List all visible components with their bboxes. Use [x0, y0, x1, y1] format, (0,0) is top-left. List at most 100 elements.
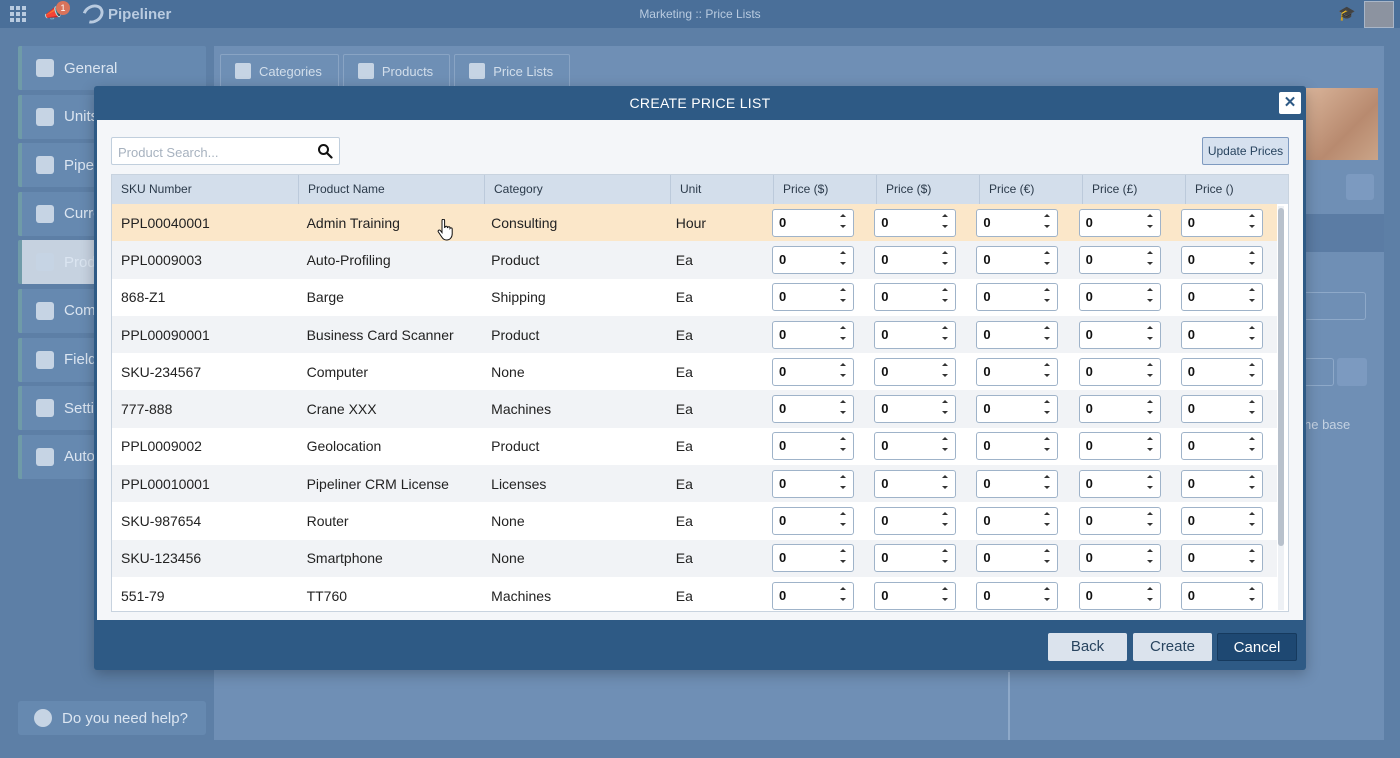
- price-stepper[interactable]: 0: [1078, 357, 1161, 386]
- price-stepper[interactable]: 0: [976, 208, 1059, 237]
- price-stepper[interactable]: 0: [771, 245, 854, 274]
- chevron-down-icon[interactable]: [1146, 373, 1153, 377]
- chevron-up-icon[interactable]: [1248, 512, 1255, 516]
- chevron-down-icon[interactable]: [1146, 485, 1153, 489]
- chevron-up-icon[interactable]: [942, 288, 949, 292]
- price-stepper[interactable]: 0: [976, 245, 1059, 274]
- chevron-up-icon[interactable]: [1146, 213, 1153, 217]
- sidebar-item-general[interactable]: General: [18, 46, 206, 90]
- chevron-up-icon[interactable]: [1146, 250, 1153, 254]
- apps-grid-icon[interactable]: [10, 6, 26, 22]
- chevron-down-icon[interactable]: [839, 523, 846, 527]
- chevron-down-icon[interactable]: [1248, 560, 1255, 564]
- chevron-down-icon[interactable]: [1146, 299, 1153, 303]
- chevron-up-icon[interactable]: [1044, 474, 1051, 478]
- chevron-down-icon[interactable]: [839, 448, 846, 452]
- table-row[interactable]: SKU-123456 Smartphone None Ea 0 0 0 0 0: [112, 539, 1277, 577]
- stepper-arrows-icon[interactable]: [941, 549, 949, 567]
- price-stepper[interactable]: 0: [771, 357, 854, 386]
- create-button[interactable]: Create: [1133, 633, 1212, 661]
- chevron-down-icon[interactable]: [1248, 224, 1255, 228]
- avatar[interactable]: [1364, 1, 1394, 28]
- close-icon[interactable]: ✕: [1279, 92, 1301, 114]
- chevron-down-icon[interactable]: [839, 373, 846, 377]
- stepper-arrows-icon[interactable]: [1248, 437, 1256, 455]
- column-header[interactable]: Unit: [671, 175, 774, 204]
- column-header[interactable]: Price ($): [877, 175, 980, 204]
- chevron-down-icon[interactable]: [942, 261, 949, 265]
- chevron-down-icon[interactable]: [1146, 224, 1153, 228]
- chevron-down-icon[interactable]: [1044, 373, 1051, 377]
- chevron-up-icon[interactable]: [1146, 400, 1153, 404]
- stepper-arrows-icon[interactable]: [1146, 250, 1154, 269]
- table-row[interactable]: PPL00090001 Business Card Scanner Product E…: [112, 315, 1277, 354]
- stepper-arrows-icon[interactable]: [839, 586, 847, 605]
- price-stepper[interactable]: 0: [1180, 208, 1263, 237]
- price-stepper[interactable]: 0: [1078, 581, 1161, 610]
- chevron-up-icon[interactable]: [1044, 288, 1051, 292]
- chevron-up-icon[interactable]: [1248, 437, 1255, 441]
- price-stepper[interactable]: 0: [1180, 283, 1263, 312]
- price-stepper[interactable]: 0: [1180, 581, 1263, 610]
- cancel-button[interactable]: Cancel: [1217, 633, 1297, 661]
- chevron-up-icon[interactable]: [1146, 325, 1153, 329]
- chevron-down-icon[interactable]: [839, 224, 846, 228]
- stepper-arrows-icon[interactable]: [839, 400, 847, 418]
- table-row[interactable]: PPL0009003 Auto-Profiling Product Ea 0 0 0 0 0: [112, 241, 1277, 279]
- chevron-down-icon[interactable]: [1146, 261, 1153, 265]
- chevron-up-icon[interactable]: [839, 400, 846, 404]
- stepper-arrows-icon[interactable]: [1248, 362, 1256, 381]
- stepper-arrows-icon[interactable]: [1146, 213, 1154, 232]
- chevron-up-icon[interactable]: [942, 512, 949, 516]
- chevron-up-icon[interactable]: [942, 400, 949, 404]
- chevron-down-icon[interactable]: [1044, 336, 1051, 340]
- price-stepper[interactable]: 0: [771, 432, 854, 461]
- chevron-up-icon[interactable]: [1248, 549, 1255, 553]
- chevron-down-icon[interactable]: [1044, 299, 1051, 303]
- price-stepper[interactable]: 0: [874, 395, 957, 424]
- stepper-arrows-icon[interactable]: [941, 437, 949, 455]
- tab-price-lists[interactable]: Price Lists: [454, 54, 571, 88]
- table-row[interactable]: PPL0009002 Geolocation Product Ea 0 0 0 0 0: [112, 427, 1277, 466]
- chevron-up-icon[interactable]: [1146, 288, 1153, 292]
- stepper-arrows-icon[interactable]: [1146, 325, 1154, 344]
- graduation-cap-icon[interactable]: 🎓: [1338, 5, 1356, 21]
- stepper-arrows-icon[interactable]: [1043, 213, 1051, 232]
- stepper-arrows-icon[interactable]: [1043, 474, 1051, 493]
- chevron-up-icon[interactable]: [1044, 512, 1051, 516]
- chevron-up-icon[interactable]: [839, 549, 846, 553]
- stepper-arrows-icon[interactable]: [1043, 437, 1051, 455]
- stepper-arrows-icon[interactable]: [1248, 474, 1256, 493]
- price-stepper[interactable]: 0: [1078, 320, 1161, 349]
- stepper-arrows-icon[interactable]: [1043, 512, 1051, 530]
- stepper-arrows-icon[interactable]: [1248, 586, 1256, 605]
- chevron-up-icon[interactable]: [1044, 400, 1051, 404]
- stepper-arrows-icon[interactable]: [839, 288, 847, 306]
- chevron-down-icon[interactable]: [1248, 336, 1255, 340]
- stepper-arrows-icon[interactable]: [1248, 400, 1256, 418]
- chevron-up-icon[interactable]: [839, 250, 846, 254]
- filter-icon[interactable]: [1346, 174, 1374, 200]
- chevron-down-icon[interactable]: [1044, 523, 1051, 527]
- chevron-up-icon[interactable]: [1146, 512, 1153, 516]
- stepper-arrows-icon[interactable]: [839, 512, 847, 530]
- chevron-down-icon[interactable]: [1248, 597, 1255, 601]
- back-button[interactable]: Back: [1048, 633, 1127, 661]
- chevron-up-icon[interactable]: [1146, 586, 1153, 590]
- price-stepper[interactable]: 0: [976, 432, 1059, 461]
- chevron-up-icon[interactable]: [1248, 213, 1255, 217]
- chevron-down-icon[interactable]: [1146, 448, 1153, 452]
- search-input[interactable]: [118, 143, 308, 161]
- stepper-arrows-icon[interactable]: [1146, 586, 1154, 605]
- background-date-input[interactable]: [1306, 358, 1334, 386]
- price-stepper[interactable]: 0: [874, 357, 957, 386]
- tab-products[interactable]: Products: [342, 54, 451, 88]
- chevron-up-icon[interactable]: [1044, 362, 1051, 366]
- chevron-down-icon[interactable]: [1146, 560, 1153, 564]
- chevron-up-icon[interactable]: [1044, 586, 1051, 590]
- chevron-up-icon[interactable]: [1248, 362, 1255, 366]
- chevron-up-icon[interactable]: [839, 437, 846, 441]
- chevron-down-icon[interactable]: [1248, 299, 1255, 303]
- table-row[interactable]: PPL00040001 Admin Training Consulting Hour 0…: [112, 204, 1277, 242]
- stepper-arrows-icon[interactable]: [941, 325, 949, 344]
